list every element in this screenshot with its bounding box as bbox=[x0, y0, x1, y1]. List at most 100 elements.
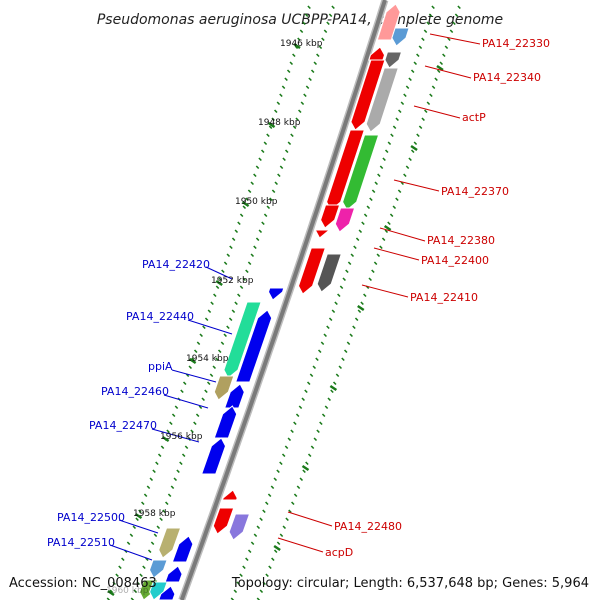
gene-PA14_22400[interactable] bbox=[297, 247, 326, 295]
gene-label-acpD[interactable]: acpD bbox=[325, 546, 353, 559]
gene-PA14_22380[interactable] bbox=[334, 207, 356, 233]
tick-mark bbox=[207, 309, 212, 314]
tick-mark bbox=[316, 429, 320, 434]
tick-mark bbox=[328, 13, 333, 18]
gene-actP-b[interactable] bbox=[365, 67, 399, 133]
tick-mark bbox=[334, 301, 338, 306]
tick-mark bbox=[410, 69, 415, 74]
gene-label-PA14_22510[interactable]: PA14_22510 bbox=[47, 536, 115, 549]
tick-mark bbox=[339, 285, 344, 290]
tick-mark bbox=[282, 157, 286, 162]
tick-mark bbox=[106, 597, 111, 600]
gene-PA14_22500-b[interactable] bbox=[171, 535, 194, 563]
tick-mark bbox=[284, 149, 289, 154]
tick-mark bbox=[308, 77, 312, 82]
tick-mark bbox=[233, 589, 238, 594]
label-leader-line bbox=[171, 369, 217, 383]
gene-PA14_22330-b[interactable] bbox=[391, 27, 410, 47]
tick-mark bbox=[160, 445, 165, 450]
tick-mark bbox=[193, 349, 198, 354]
tick-mark bbox=[180, 389, 184, 394]
gene-label-PA14_22370[interactable]: PA14_22370 bbox=[441, 185, 509, 198]
tick-mark bbox=[201, 397, 205, 402]
gene-label-PA14_22410[interactable]: PA14_22410 bbox=[410, 291, 478, 304]
tick-mark bbox=[259, 517, 263, 522]
tick-mark bbox=[426, 21, 430, 26]
gene-PA14_22440[interactable] bbox=[223, 301, 262, 379]
gene-label-PA14_22440[interactable]: PA14_22440 bbox=[126, 310, 194, 323]
gene-PA14_22340-b[interactable] bbox=[384, 51, 403, 69]
tick-mark bbox=[169, 421, 173, 426]
tick-mark bbox=[263, 213, 268, 218]
tick-mark bbox=[332, 381, 337, 386]
gene-label-PA14_22380[interactable]: PA14_22380 bbox=[427, 234, 495, 247]
tick-mark bbox=[306, 381, 311, 386]
gene-PA14_22370-c[interactable] bbox=[320, 204, 341, 229]
tick-mark bbox=[242, 565, 246, 570]
gene-PA14_22520-b[interactable] bbox=[149, 581, 168, 600]
gene-label-ppiA[interactable]: ppiA bbox=[148, 360, 173, 373]
tick-mark bbox=[321, 413, 326, 418]
label-leaders bbox=[109, 33, 481, 561]
gene-PA14_22480-s[interactable] bbox=[221, 489, 238, 501]
gene-PA14_22370-b[interactable] bbox=[342, 134, 380, 211]
label-leader-line bbox=[163, 394, 209, 409]
tick-mark bbox=[173, 477, 178, 482]
gene-label-PA14_22420[interactable]: PA14_22420 bbox=[142, 258, 210, 271]
kbp-label-1960: 1960 kbp bbox=[106, 586, 149, 596]
gene-label-PA14_22400[interactable]: PA14_22400 bbox=[421, 254, 489, 267]
gene-PA14_22330[interactable] bbox=[376, 3, 401, 41]
gene-PA14_22380-s[interactable] bbox=[314, 229, 331, 239]
tick-mark bbox=[346, 341, 351, 346]
gene-label-PA14_22330[interactable]: PA14_22330 bbox=[482, 37, 550, 50]
gene-PA14_22480[interactable] bbox=[212, 507, 235, 535]
tick-mark bbox=[115, 573, 119, 578]
label-leader-line bbox=[361, 284, 409, 298]
tick-mark bbox=[403, 173, 407, 178]
gene-PA14_22510-b[interactable] bbox=[164, 565, 183, 583]
gene-actP[interactable] bbox=[350, 59, 386, 131]
tick-mark bbox=[381, 237, 386, 242]
tick-mark bbox=[298, 405, 303, 410]
kbp-major-tick bbox=[188, 357, 197, 365]
gene-ppiA[interactable] bbox=[213, 375, 235, 401]
tick-mark bbox=[279, 93, 283, 98]
gene-PA14_22520-c[interactable] bbox=[158, 585, 176, 600]
tick-mark bbox=[261, 221, 265, 226]
tick-mark bbox=[118, 565, 122, 570]
gene-acpD[interactable] bbox=[228, 513, 251, 541]
gene-PA14_22510[interactable] bbox=[148, 559, 168, 579]
tick-mark bbox=[242, 205, 247, 210]
gene-PA14_22500[interactable] bbox=[158, 527, 182, 559]
gene-label-PA14_22500[interactable]: PA14_22500 bbox=[57, 511, 125, 524]
gene-PA14_22470-b[interactable] bbox=[200, 437, 227, 475]
label-leader-line bbox=[424, 65, 472, 79]
tick-mark bbox=[454, 13, 459, 18]
tick-mark bbox=[237, 293, 241, 298]
tick-mark bbox=[347, 261, 352, 266]
tick-mark bbox=[259, 589, 264, 594]
kbp-major-tick bbox=[161, 435, 170, 443]
gene-label-PA14_22460[interactable]: PA14_22460 bbox=[101, 385, 169, 398]
tick-mark bbox=[267, 493, 272, 498]
gene-label-PA14_22480[interactable]: PA14_22480 bbox=[334, 520, 402, 533]
kbp-major-tick bbox=[267, 121, 276, 129]
gene-PA14_22410[interactable] bbox=[316, 253, 342, 293]
kbp-label-1952: 1952 kbp bbox=[211, 276, 254, 286]
gene-label-PA14_22470[interactable]: PA14_22470 bbox=[89, 419, 157, 432]
gene-label-PA14_22340[interactable]: PA14_22340 bbox=[473, 71, 541, 84]
tick-mark bbox=[330, 389, 334, 394]
gene-features bbox=[139, 3, 410, 600]
tick-mark bbox=[305, 461, 309, 466]
major-tick bbox=[301, 464, 310, 472]
gene-label-actP[interactable]: actP bbox=[462, 111, 486, 124]
tick-mark bbox=[237, 221, 241, 226]
gene-PA14_22420[interactable] bbox=[267, 287, 285, 301]
tick-mark bbox=[191, 357, 195, 362]
tick-mark bbox=[149, 477, 154, 482]
tick-mark bbox=[242, 277, 246, 282]
tick-mark bbox=[290, 429, 294, 434]
gene-PA14_22470[interactable] bbox=[213, 405, 238, 439]
tick-mark bbox=[327, 397, 331, 402]
gene-PA14_22440-b[interactable] bbox=[234, 309, 273, 383]
